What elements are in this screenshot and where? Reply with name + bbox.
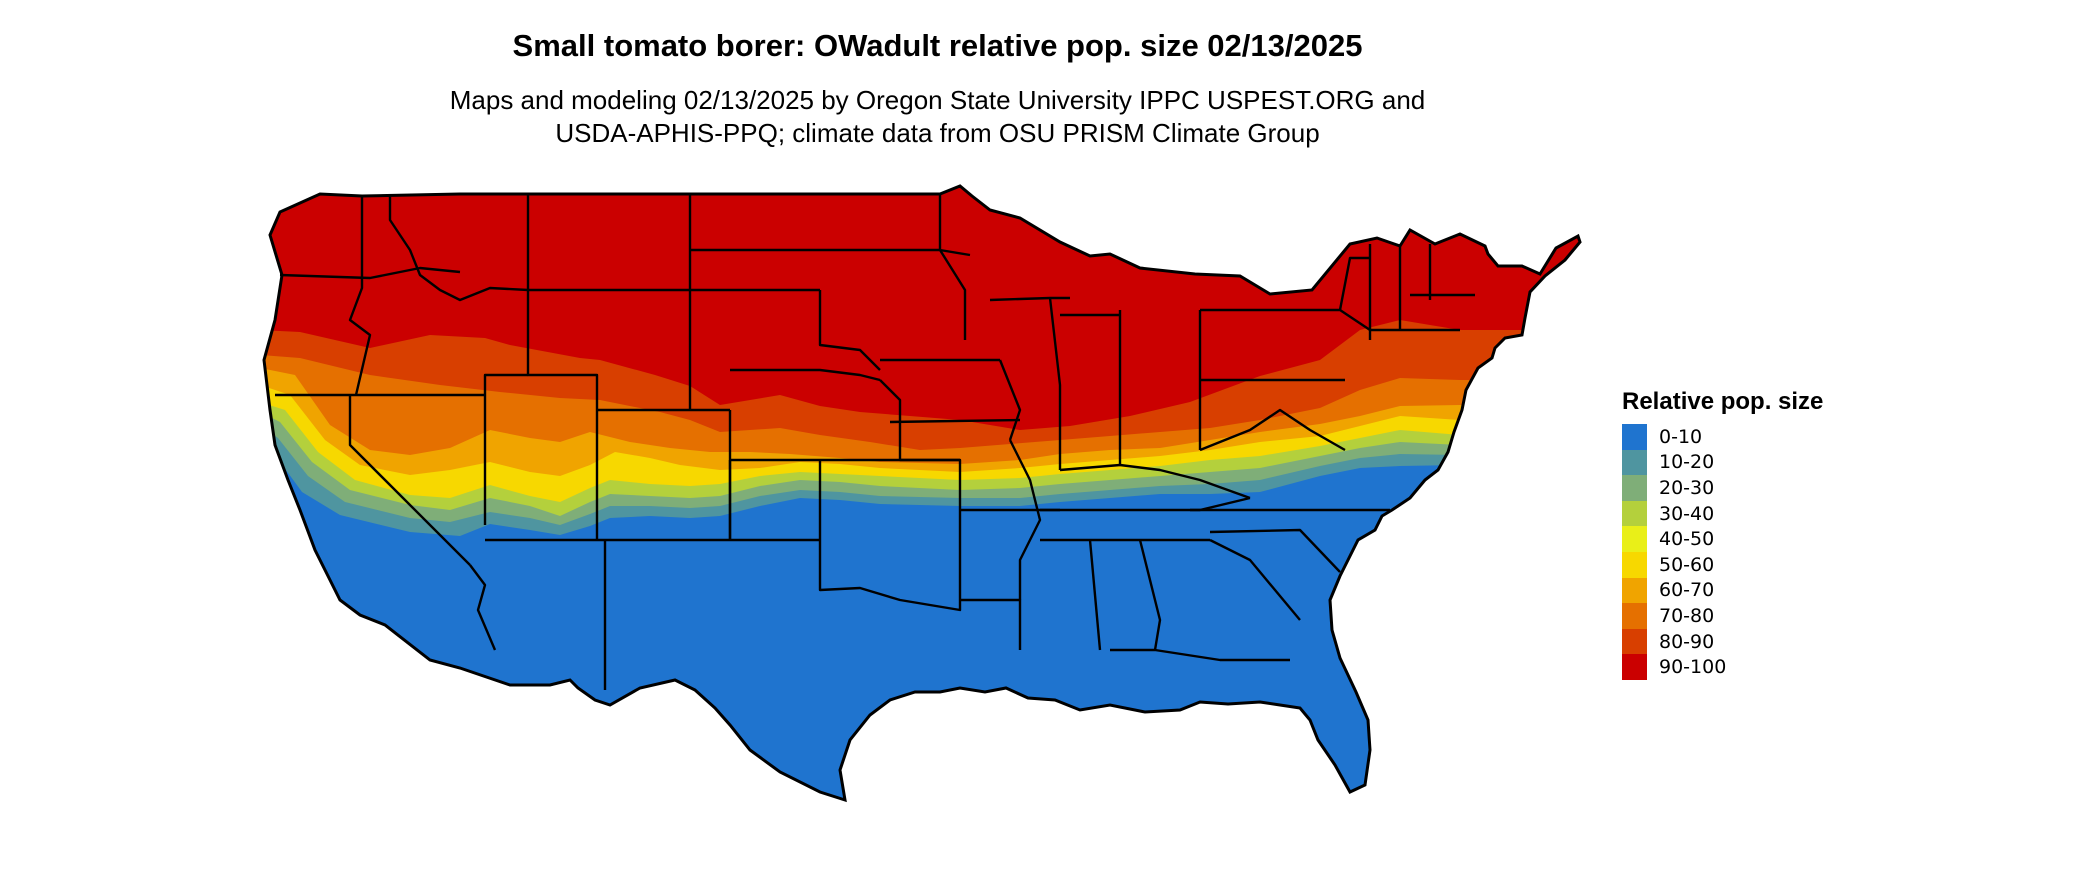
legend-swatch xyxy=(1622,654,1647,680)
legend-label: 20-30 xyxy=(1659,476,1715,499)
legend-label: 70-80 xyxy=(1659,604,1715,627)
map-subtitle: Maps and modeling 02/13/2025 by Oregon S… xyxy=(0,84,1875,150)
legend-label: 0-10 xyxy=(1659,425,1703,448)
legend-label: 90-100 xyxy=(1659,656,1727,679)
legend-item: 70-80 xyxy=(1622,603,1823,629)
state-boundaries xyxy=(275,194,1475,690)
legend-label: 10-20 xyxy=(1659,451,1715,474)
legend-label: 40-50 xyxy=(1659,528,1715,551)
legend-label: 60-70 xyxy=(1659,579,1715,602)
legend-swatch xyxy=(1622,500,1647,527)
legend-item: 30-40 xyxy=(1622,500,1823,527)
subtitle-line-1: Maps and modeling 02/13/2025 by Oregon S… xyxy=(449,85,1426,115)
legend-swatch xyxy=(1622,628,1647,655)
legend-swatch xyxy=(1622,475,1647,501)
legend-label: 50-60 xyxy=(1659,553,1715,576)
legend-item: 10-20 xyxy=(1622,449,1823,476)
us-population-map xyxy=(262,184,1582,802)
legend-item: 60-70 xyxy=(1622,577,1823,604)
legend-item: 90-100 xyxy=(1622,654,1823,680)
legend-swatch xyxy=(1622,577,1647,604)
legend-swatch xyxy=(1622,526,1647,552)
subtitle-line-2: USDA-APHIS-PPQ; climate data from OSU PR… xyxy=(555,118,1320,148)
legend-item: 40-50 xyxy=(1622,526,1823,552)
legend-label: 30-40 xyxy=(1659,502,1715,525)
legend-item: 50-60 xyxy=(1622,551,1823,578)
legend: Relative pop. size 0-10 10-20 20-30 30-40 40… xyxy=(1622,388,1823,680)
legend-item: 80-90 xyxy=(1622,628,1823,655)
legend-item: 20-30 xyxy=(1622,475,1823,501)
legend-items: 0-10 10-20 20-30 30-40 40-50 50-60 60-70 70-80 8… xyxy=(1622,424,1823,680)
map-title: Small tomato borer: OWadult relative pop… xyxy=(512,28,1363,63)
legend-swatch xyxy=(1622,551,1647,578)
legend-item: 0-10 xyxy=(1622,424,1823,450)
legend-swatch xyxy=(1622,449,1647,476)
legend-swatch xyxy=(1622,424,1647,450)
legend-label: 80-90 xyxy=(1659,630,1715,653)
legend-title: Relative pop. size xyxy=(1622,388,1824,415)
legend-swatch xyxy=(1622,603,1647,629)
